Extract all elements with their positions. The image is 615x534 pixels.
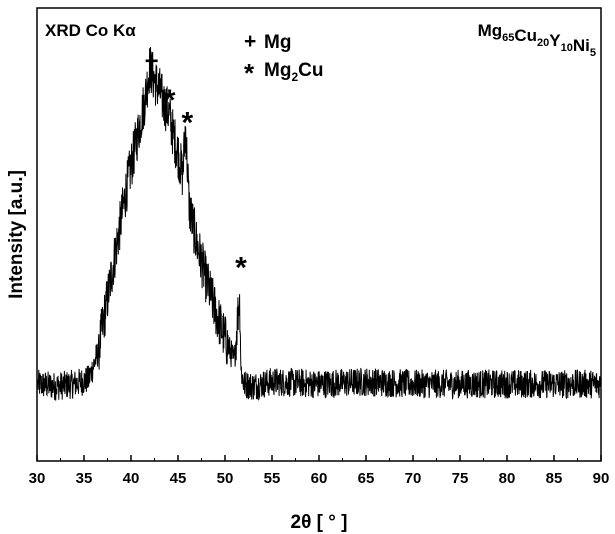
x-tick-label: 75 [452, 470, 469, 487]
x-tick-label: 90 [593, 470, 610, 487]
peak-marker: * [182, 107, 194, 140]
tick-layer: 30 35 40 45 50 55 60 65 70 75 80 85 90 [29, 455, 610, 487]
peak-marker: + [145, 48, 159, 75]
y-axis-label: Intensity [a.u.] [6, 170, 27, 299]
radiation-label: XRD Co Kα [45, 21, 136, 40]
legend-symbol: + [244, 30, 256, 53]
label-layer: 2θ [ ° ] Intensity [a.u.] XRD Co Kα Mg65Cu2… [6, 21, 596, 533]
legend-label: Mg [264, 32, 291, 53]
series-line [37, 46, 601, 401]
composition-label: Mg65Cu20Y10Ni5 [478, 21, 596, 59]
x-tick-label: 65 [358, 470, 375, 487]
x-tick-label: 80 [499, 470, 516, 487]
x-axis-label: 2θ [ ° ] [291, 512, 348, 533]
data-layer [37, 46, 601, 401]
x-tick-label: 70 [405, 470, 422, 487]
x-tick-label: 60 [311, 470, 328, 487]
legend-symbol: * [244, 58, 255, 88]
x-tick-label: 55 [264, 470, 281, 487]
peak-marker: * [235, 252, 247, 285]
x-tick-label: 40 [123, 470, 140, 487]
x-tick-label: 35 [76, 470, 93, 487]
x-tick-label: 50 [217, 470, 234, 487]
x-tick-label: 30 [29, 470, 46, 487]
x-tick-label: 45 [170, 470, 187, 487]
legend-label: Mg2Cu [264, 60, 323, 84]
peak-marker: * [164, 84, 176, 117]
x-tick-label: 85 [546, 470, 563, 487]
